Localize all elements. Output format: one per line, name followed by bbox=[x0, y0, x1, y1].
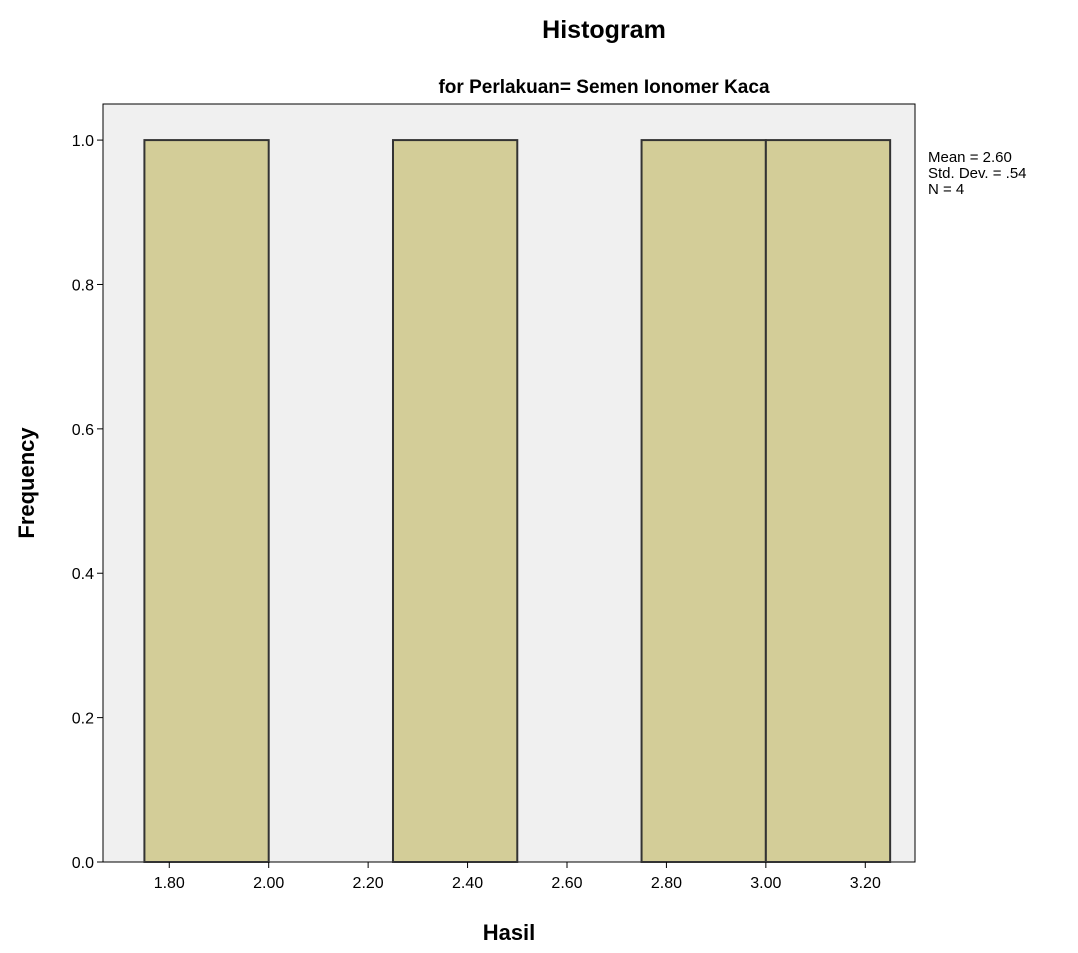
stats-line: N = 4 bbox=[928, 181, 964, 198]
histogram-bar bbox=[764, 139, 892, 864]
x-axis-title: Hasil bbox=[483, 920, 536, 945]
bars-group bbox=[143, 139, 892, 864]
histogram-bar bbox=[143, 139, 270, 864]
y-tick-label: 1.0 bbox=[72, 133, 94, 150]
y-tick-label: 0.0 bbox=[72, 855, 94, 872]
x-tick-label: 2.80 bbox=[651, 875, 682, 892]
y-tick-label: 0.4 bbox=[72, 566, 94, 583]
x-tick-label: 1.80 bbox=[154, 875, 185, 892]
x-tick-label: 2.60 bbox=[551, 875, 582, 892]
y-tick-label: 0.8 bbox=[72, 277, 94, 294]
x-tick-label: 3.00 bbox=[750, 875, 781, 892]
stats-line: Mean = 2.60 bbox=[928, 149, 1012, 166]
y-tick-label: 0.6 bbox=[72, 422, 94, 439]
x-axis: 1.80 2.00 2.20 2.40 2.60 2.80 3.00 3.20 bbox=[154, 862, 881, 892]
stats-line: Std. Dev. = .54 bbox=[928, 165, 1027, 182]
y-axis-title: Frequency bbox=[14, 427, 39, 539]
histogram-bar bbox=[640, 139, 767, 864]
chart-title: Histogram bbox=[542, 16, 666, 44]
x-tick-label: 2.00 bbox=[253, 875, 284, 892]
chart-subtitle: for Perlakuan= Semen Ionomer Kaca bbox=[438, 77, 769, 98]
x-tick-label: 2.20 bbox=[353, 875, 384, 892]
y-tick-label: 0.2 bbox=[72, 711, 94, 728]
x-tick-label: 2.40 bbox=[452, 875, 483, 892]
histogram-bar bbox=[391, 139, 519, 864]
y-axis: 0.0 0.2 0.4 0.6 0.8 1.0 bbox=[72, 133, 103, 872]
x-tick-label: 3.20 bbox=[850, 875, 881, 892]
